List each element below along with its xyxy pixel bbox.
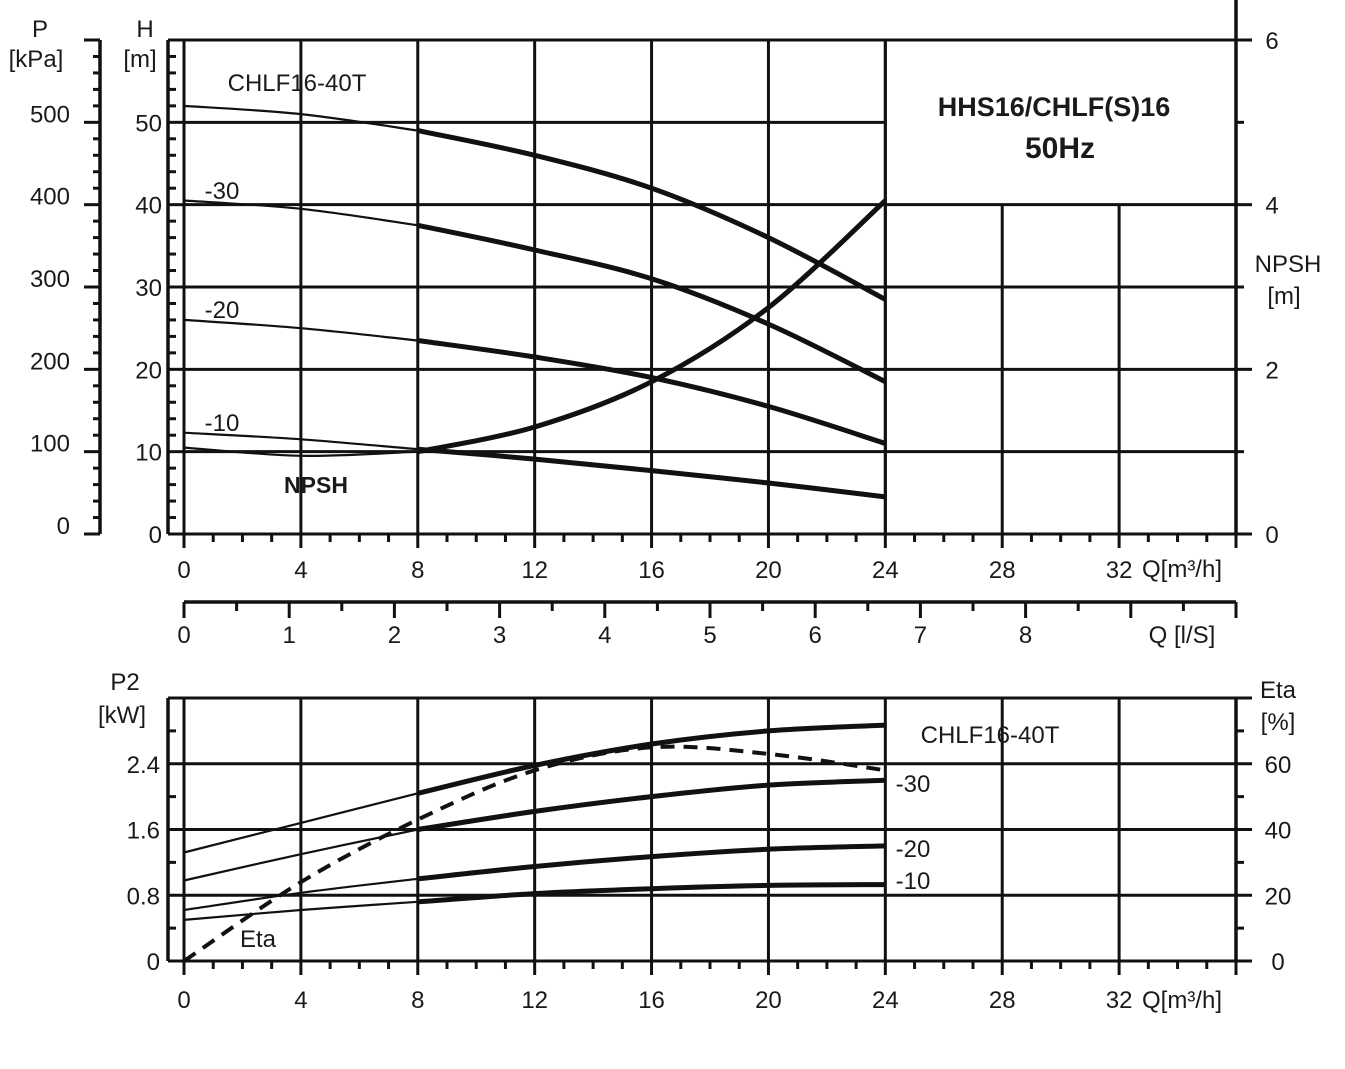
h-tick-label: 10 [135,440,162,467]
p-axis-label: P [32,16,48,43]
q-tick-label: 0 [177,557,190,584]
curve-3-operating [417,338,887,446]
npsh-tick-label: 4 [1265,193,1278,220]
curve-4-low-flow [183,431,418,451]
flow-ls-axis: 0 1 2 3 4 5 6 7 8 [177,600,1238,649]
series-label-40t: CHLF16-40T [228,70,367,97]
h-tick-label: 40 [135,193,162,220]
chart-title: HHS16/CHLF(S)16 [938,92,1171,122]
h-tick-label: 0 [149,522,162,549]
h-tick-label: 50 [135,110,162,137]
series-label-40t-bottom: CHLF16-40T [921,722,1060,749]
curve-1-low-flow [183,104,418,132]
q-tick-label: 28 [989,557,1016,584]
h-tick-label: 30 [135,275,162,302]
q-tick-label: 16 [638,557,665,584]
q-m3h-axis-label-bottom: Q[m³/h] [1142,987,1222,1014]
ls-tick-label: 2 [388,622,401,649]
ls-tick-label: 1 [283,622,296,649]
power-curve-1-low-flow [183,792,419,854]
p2-axis-label: P2 [110,669,139,696]
p-tick-label: 300 [30,266,70,293]
series-label-10-bottom: -10 [896,868,931,895]
q-m3h-axis-label: Q[m³/h] [1142,556,1222,583]
eta-tick-label: 40 [1265,818,1292,845]
npsh-axis-label: NPSH [1255,251,1322,278]
q-tick-label-bottom: 8 [411,987,424,1014]
series-label-30-bottom: -30 [896,771,931,798]
npsh-axis-unit: [m] [1267,283,1300,310]
h-axis-unit: [m] [123,46,156,73]
power-curve-4-low-flow [183,900,418,921]
curve-4-operating [417,446,886,500]
q-tick-label: 12 [521,557,548,584]
ls-tick-label: 0 [177,622,190,649]
q-tick-label-bottom: 4 [294,987,307,1014]
eta-tick-label: 20 [1265,883,1292,910]
q-ls-axis-label: Q [l/S] [1149,622,1216,649]
h-axis-label: H [136,16,153,43]
ls-tick-label: 4 [598,622,611,649]
p-tick-label: 400 [30,184,70,211]
h-tick-label: 20 [135,357,162,384]
q-tick-label-bottom: 24 [872,987,899,1014]
curve-2-low-flow [183,199,418,227]
ls-tick-label: 8 [1019,622,1032,649]
p-tick-label: 200 [30,348,70,375]
series-label-20-bottom: -20 [896,836,931,863]
ls-tick-label: 6 [809,622,822,649]
power-curve-2-low-flow [183,828,419,882]
curve-5-low-flow [183,446,418,457]
curve-5-operating [417,198,887,455]
q-tick-label: 20 [755,557,782,584]
q-tick-label: 4 [294,557,307,584]
series-label-npsh: NPSH [284,472,348,498]
p2-tick-label: 0 [147,949,160,976]
series-label-20: -20 [205,297,240,324]
ls-tick-label: 5 [703,622,716,649]
p-tick-label: 500 [30,101,70,128]
p-tick-label: 100 [30,431,70,458]
eta-tick-label: 60 [1265,752,1292,779]
q-tick-label: 32 [1106,557,1133,584]
power-curve-4-operating [417,882,886,905]
eta-tick-label: 0 [1271,949,1284,976]
q-tick-label: 8 [411,557,424,584]
chart-subtitle: 50Hz [1025,132,1095,165]
p-tick-label: 0 [57,513,70,540]
q-tick-label-bottom: 28 [989,987,1016,1014]
ls-tick-label: 7 [914,622,927,649]
power-efficiency-chart: 0 0.8 1.6 2.4 0 20 40 60 0 4 8 12 16 20 24 28 32 [127,696,1292,1014]
series-label-10: -10 [205,410,240,437]
p2-tick-label: 2.4 [127,752,160,779]
power-curve-2-operating [417,777,886,832]
q-tick-label-bottom: 12 [521,987,548,1014]
p-axis-unit: [kPa] [9,46,64,73]
curve-3-low-flow [183,318,418,342]
power-curve-3-low-flow [183,877,418,912]
ls-tick-label: 3 [493,622,506,649]
q-tick-label-bottom: 32 [1106,987,1133,1014]
eta-axis-unit: [%] [1261,709,1296,736]
power-curve-3-operating [417,843,886,882]
npsh-tick-label: 6 [1265,28,1278,55]
p2-tick-label: 1.6 [127,818,160,845]
series-label-30: -30 [205,178,240,205]
series-label-eta: Eta [240,926,277,953]
p2-tick-label: 0.8 [127,883,160,910]
q-tick-label-bottom: 20 [755,987,782,1014]
q-tick-label-bottom: 0 [177,987,190,1014]
npsh-tick-label: 2 [1265,357,1278,384]
q-tick-label-bottom: 16 [638,987,665,1014]
npsh-tick-label: 0 [1265,522,1278,549]
eta-axis-label: Eta [1260,677,1297,704]
curve-2-operating [417,222,887,384]
curve-eta [182,744,886,963]
power-curve-1-operating [417,722,886,796]
curve-1-operating [417,128,887,302]
p2-axis-unit: [kW] [98,702,146,729]
q-tick-label: 24 [872,557,899,584]
